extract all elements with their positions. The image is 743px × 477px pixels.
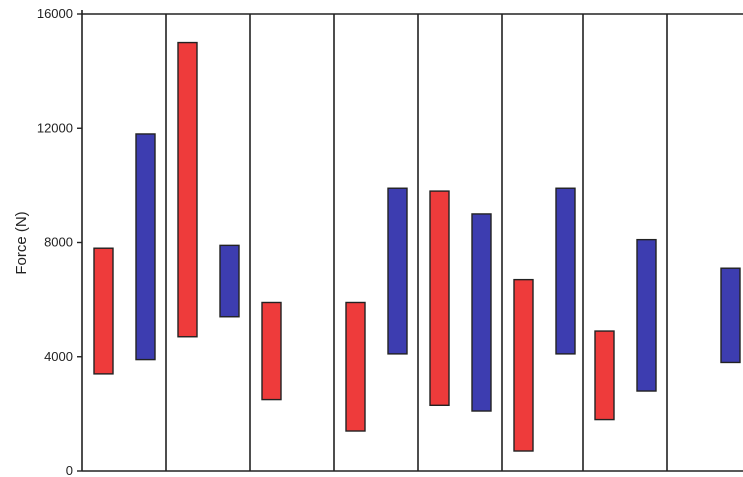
y-axis-title: Force (N) <box>13 211 30 274</box>
range-bar <box>93 247 114 375</box>
range-bar <box>471 213 492 412</box>
y-tick-label: 8000 <box>44 235 73 250</box>
range-bar <box>594 330 615 421</box>
y-ticks: 0 4000 8000 12000 16000 <box>37 6 82 477</box>
range-bar <box>135 133 156 361</box>
y-tick-label: 0 <box>66 463 73 477</box>
group-dividers <box>165 14 668 471</box>
range-bar <box>387 187 408 355</box>
axes <box>81 10 743 472</box>
range-bar <box>177 41 198 338</box>
range-bar <box>720 267 741 364</box>
range-bar <box>429 190 450 407</box>
range-bar <box>636 238 657 392</box>
range-bar <box>219 244 240 318</box>
range-bar <box>345 301 366 432</box>
range-bar <box>555 187 576 355</box>
bars <box>93 41 741 452</box>
range-bar <box>261 301 282 401</box>
y-tick-label: 4000 <box>44 349 73 364</box>
y-tick-label: 16000 <box>37 6 73 21</box>
y-tick-label: 12000 <box>37 120 73 135</box>
range-bar <box>513 278 534 452</box>
